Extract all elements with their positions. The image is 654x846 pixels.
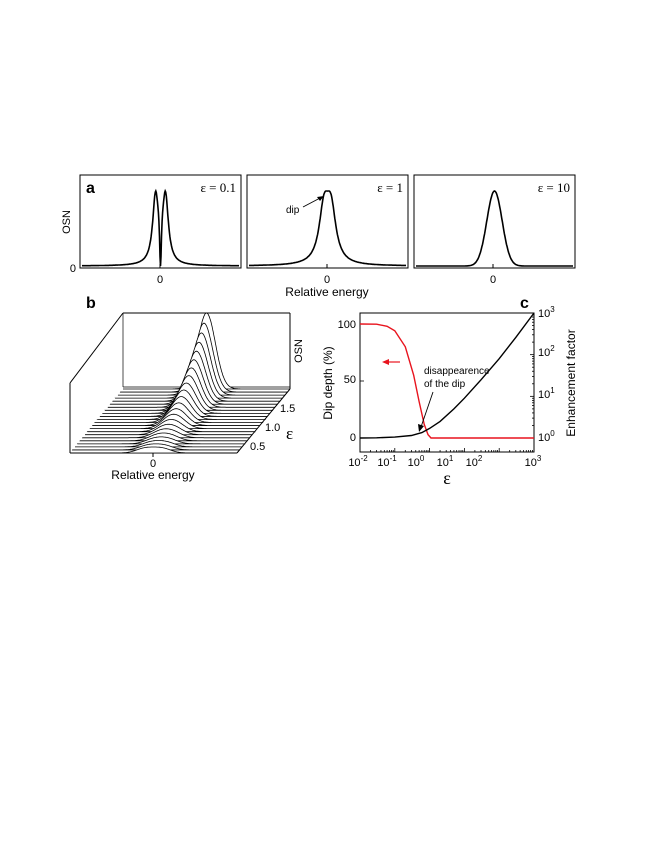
panel-c-rtick-1e3: 103 bbox=[538, 305, 555, 320]
panel-c-rtick-1e0: 100 bbox=[538, 429, 555, 444]
panel-b-xtick: 0 bbox=[150, 458, 156, 470]
panel-c-ylabel-right: Enhancement factor bbox=[564, 329, 578, 436]
panel-c-rtick-1e2: 102 bbox=[538, 344, 555, 359]
panel-b-eps-tick-1.5: 1.5 bbox=[280, 403, 295, 415]
annotation-line1: disappearence bbox=[424, 366, 490, 377]
panel-c-xtick-1e3: 103 bbox=[525, 454, 542, 469]
panel-c-left-tick-0: 0 bbox=[350, 432, 356, 444]
panel-c-letter: c bbox=[520, 295, 529, 312]
panel-a: a ε = 0.1 ε = 1 ε = 10 OSN 0 0 0 0 Relat… bbox=[61, 174, 576, 299]
red-arrowhead bbox=[382, 359, 389, 365]
panel-c-left-tick-100: 100 bbox=[338, 319, 356, 331]
panel-a-ytick: 0 bbox=[70, 263, 76, 275]
osn-curve-eps-10 bbox=[416, 190, 573, 267]
panel-c-xtick-1e-1: 10-1 bbox=[377, 454, 397, 469]
dip-arrowhead bbox=[317, 196, 324, 201]
panel-b-xlabel: Relative energy bbox=[111, 468, 194, 482]
panel-c-xtick-1e0: 100 bbox=[408, 454, 425, 469]
waterfall-curve bbox=[70, 446, 237, 454]
box-edge bbox=[236, 388, 291, 454]
panel-b: b OSN 1.5 1.0 0.5 ε 0 Relative energy bbox=[69, 295, 305, 482]
panel-a1-eps-label: ε = 0.1 bbox=[200, 180, 236, 195]
panel-c: c 100 50 0 Dip depth (%) Enhancement fac… bbox=[321, 295, 578, 488]
panel-a3-xtick: 0 bbox=[490, 274, 496, 286]
panel-a3-frame bbox=[413, 174, 576, 269]
panel-c-xtick-1e-2: 10-2 bbox=[348, 454, 368, 469]
panel-c-xlabel: ε bbox=[443, 468, 451, 488]
panel-a1-xtick: 0 bbox=[157, 274, 163, 286]
panel-b-zlabel: OSN bbox=[293, 339, 305, 363]
dip-annotation: dip bbox=[286, 205, 300, 216]
panel-b-eps-tick-0.5: 0.5 bbox=[250, 441, 265, 453]
panel-c-xtick-1e1: 101 bbox=[437, 454, 454, 469]
enhancement-factor-series bbox=[359, 312, 535, 439]
panel-b-letter: b bbox=[86, 295, 96, 312]
annotation-arrow bbox=[420, 391, 434, 428]
annotation-arrowhead bbox=[418, 424, 424, 432]
osn-curve-eps-1 bbox=[249, 190, 406, 267]
panel-c-xtick-1e2: 102 bbox=[466, 454, 483, 469]
panel-b-eps-tick-1.0: 1.0 bbox=[265, 422, 280, 434]
osn-curve-eps-0.1 bbox=[82, 188, 239, 267]
panel-b-eps-axis-label: ε bbox=[286, 424, 293, 443]
panel-a2-eps-label: ε = 1 bbox=[377, 180, 403, 195]
panel-c-frame bbox=[359, 312, 535, 453]
panel-a3-eps-label: ε = 10 bbox=[538, 180, 570, 195]
panel-c-ylabel-left: Dip depth (%) bbox=[321, 346, 335, 419]
panel-c-rtick-1e1: 101 bbox=[538, 386, 555, 401]
box-edge bbox=[69, 312, 124, 384]
panel-a2-xtick: 0 bbox=[324, 274, 330, 286]
panel-a-letter: a bbox=[86, 180, 95, 197]
panel-c-left-tick-50: 50 bbox=[344, 374, 356, 386]
panel-a-ylabel: OSN bbox=[61, 210, 73, 234]
annotation-line2: of the dip bbox=[424, 379, 466, 390]
dip-depth-series bbox=[359, 323, 534, 439]
panel-a-xlabel: Relative energy bbox=[285, 285, 368, 299]
waterfall-curves bbox=[70, 312, 290, 454]
